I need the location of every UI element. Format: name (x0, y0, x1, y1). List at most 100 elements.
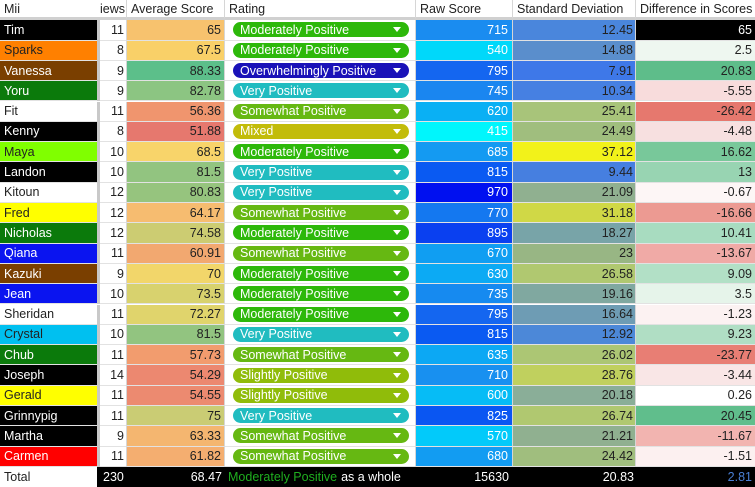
difference-cell[interactable]: -16.66 (636, 203, 755, 224)
mii-name-cell[interactable]: Chub (0, 345, 97, 366)
difference-cell[interactable]: 9.09 (636, 263, 755, 285)
mii-name-cell[interactable]: Fred (0, 203, 97, 224)
chevron-down-icon[interactable] (393, 128, 401, 134)
difference-cell[interactable]: -4.48 (636, 121, 755, 143)
chevron-down-icon[interactable] (393, 27, 401, 33)
rating-cell[interactable]: Moderately Positive (225, 40, 416, 61)
rating-cell[interactable]: Very Positive (225, 406, 416, 427)
rating-dropdown[interactable]: Very Positive (233, 184, 409, 200)
reviews-cell[interactable]: 11 (100, 20, 127, 41)
raw-score-cell[interactable]: 710 (416, 365, 513, 386)
average-score-cell[interactable]: 88.33 (127, 60, 225, 82)
chevron-down-icon[interactable] (393, 47, 401, 53)
chevron-down-icon[interactable] (393, 149, 401, 155)
chevron-down-icon[interactable] (393, 250, 401, 256)
standard-deviation-cell[interactable]: 16.64 (513, 304, 636, 325)
standard-deviation-cell[interactable]: 21.21 (513, 426, 636, 447)
chevron-down-icon[interactable] (393, 230, 401, 236)
rating-cell[interactable]: Mixed (225, 121, 416, 143)
rating-cell[interactable]: Moderately Positive (225, 223, 416, 244)
chevron-down-icon[interactable] (393, 68, 401, 74)
header-mii[interactable]: Mii (0, 0, 97, 21)
chevron-down-icon[interactable] (393, 352, 401, 358)
chevron-down-icon[interactable] (393, 433, 401, 439)
rating-dropdown[interactable]: Very Positive (233, 164, 409, 180)
average-score-cell[interactable]: 54.29 (127, 365, 225, 386)
chevron-down-icon[interactable] (393, 88, 401, 94)
standard-deviation-cell[interactable]: 14.88 (513, 40, 636, 61)
reviews-cell[interactable]: 14 (100, 365, 127, 386)
standard-deviation-cell[interactable]: 31.18 (513, 203, 636, 224)
average-score-cell[interactable]: 54.55 (127, 385, 225, 406)
reviews-cell[interactable]: 9 (100, 263, 127, 285)
reviews-cell[interactable]: 12 (100, 203, 127, 224)
reviews-cell[interactable]: 11 (100, 345, 127, 366)
rating-cell[interactable]: Somewhat Positive (225, 345, 416, 366)
rating-cell[interactable]: Very Positive (225, 162, 416, 183)
reviews-cell[interactable]: 10 (100, 142, 127, 163)
rating-dropdown[interactable]: Moderately Positive (233, 266, 409, 282)
header-difference[interactable]: Difference in Scores (636, 0, 755, 21)
average-score-cell[interactable]: 80.83 (127, 182, 225, 203)
rating-cell[interactable]: Somewhat Positive (225, 203, 416, 224)
rating-cell[interactable]: Very Positive (225, 81, 416, 102)
reviews-cell[interactable]: 8 (100, 121, 127, 143)
standard-deviation-cell[interactable]: 19.16 (513, 284, 636, 305)
raw-score-cell[interactable]: 630 (416, 263, 513, 285)
chevron-down-icon[interactable] (393, 291, 401, 297)
difference-cell[interactable]: -11.67 (636, 426, 755, 447)
standard-deviation-cell[interactable]: 12.45 (513, 20, 636, 41)
rating-dropdown[interactable]: Moderately Positive (233, 225, 409, 241)
rating-cell[interactable]: Slightly Positive (225, 365, 416, 386)
average-score-cell[interactable]: 56.36 (127, 101, 225, 122)
mii-name-cell[interactable]: Sparks (0, 40, 97, 61)
average-score-cell[interactable]: 73.5 (127, 284, 225, 305)
raw-score-cell[interactable]: 815 (416, 162, 513, 183)
standard-deviation-cell[interactable]: 25.41 (513, 101, 636, 122)
rating-dropdown[interactable]: Somewhat Positive (233, 205, 409, 221)
rating-dropdown[interactable]: Overwhelmingly Positive (233, 63, 409, 79)
standard-deviation-cell[interactable]: 26.02 (513, 345, 636, 366)
average-score-cell[interactable]: 74.58 (127, 223, 225, 244)
standard-deviation-cell[interactable]: 24.42 (513, 446, 636, 467)
reviews-cell[interactable]: 12 (100, 182, 127, 203)
mii-name-cell[interactable]: Qiana (0, 243, 97, 264)
rating-dropdown[interactable]: Somewhat Positive (233, 103, 409, 119)
average-score-cell[interactable]: 67.5 (127, 40, 225, 61)
mii-name-cell[interactable]: Carmen (0, 446, 97, 467)
rating-dropdown[interactable]: Moderately Positive (233, 286, 409, 302)
raw-score-cell[interactable]: 680 (416, 446, 513, 467)
difference-cell[interactable]: -0.67 (636, 182, 755, 203)
difference-cell[interactable]: -26.42 (636, 101, 755, 122)
standard-deviation-cell[interactable]: 10.34 (513, 81, 636, 102)
reviews-cell[interactable]: 11 (100, 304, 127, 325)
average-score-cell[interactable]: 72.27 (127, 304, 225, 325)
total-reviews[interactable]: 230 (100, 466, 127, 487)
total-difference[interactable]: 2.81 (636, 466, 755, 487)
header-reviews[interactable]: iews (100, 0, 127, 21)
standard-deviation-cell[interactable]: 28.76 (513, 365, 636, 386)
rating-dropdown[interactable]: Slightly Positive (233, 387, 409, 403)
rating-dropdown[interactable]: Moderately Positive (233, 22, 409, 38)
average-score-cell[interactable]: 70 (127, 263, 225, 285)
raw-score-cell[interactable]: 970 (416, 182, 513, 203)
rating-cell[interactable]: Very Positive (225, 324, 416, 346)
reviews-cell[interactable]: 11 (100, 406, 127, 427)
average-score-cell[interactable]: 61.82 (127, 446, 225, 467)
rating-cell[interactable]: Moderately Positive (225, 142, 416, 163)
rating-cell[interactable]: Moderately Positive (225, 263, 416, 285)
mii-name-cell[interactable]: Nicholas (0, 223, 97, 244)
standard-deviation-cell[interactable]: 26.74 (513, 406, 636, 427)
raw-score-cell[interactable]: 795 (416, 60, 513, 82)
rating-dropdown[interactable]: Slightly Positive (233, 367, 409, 383)
standard-deviation-cell[interactable]: 12.92 (513, 324, 636, 346)
raw-score-cell[interactable]: 815 (416, 324, 513, 346)
difference-cell[interactable]: 3.5 (636, 284, 755, 305)
raw-score-cell[interactable]: 735 (416, 284, 513, 305)
difference-cell[interactable]: 20.83 (636, 60, 755, 82)
mii-name-cell[interactable]: Kenny (0, 121, 97, 143)
chevron-down-icon[interactable] (393, 189, 401, 195)
standard-deviation-cell[interactable]: 20.18 (513, 385, 636, 406)
raw-score-cell[interactable]: 670 (416, 243, 513, 264)
rating-cell[interactable]: Somewhat Positive (225, 243, 416, 264)
